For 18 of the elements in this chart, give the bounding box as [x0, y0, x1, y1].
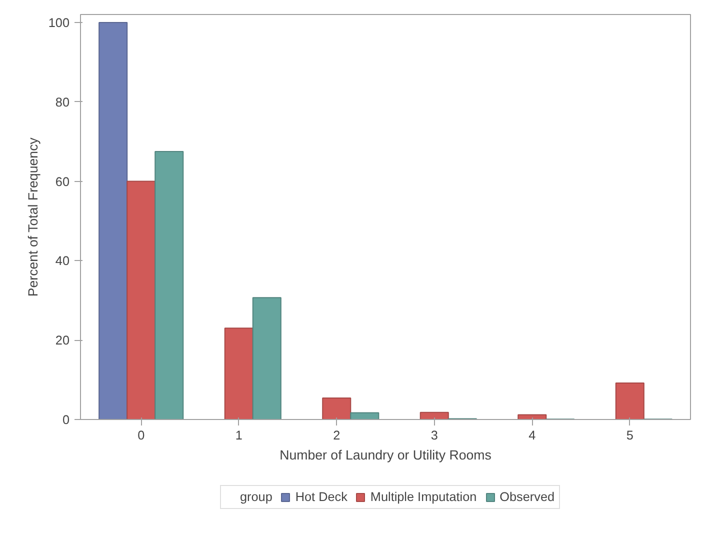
- x-tick-label: 2: [333, 428, 340, 442]
- y-tick-label: 60: [55, 174, 70, 189]
- y-tick-label: 80: [55, 95, 70, 110]
- legend-label: Hot Deck: [295, 490, 348, 504]
- x-tick-label: 3: [430, 428, 438, 442]
- x-tick-label: 5: [626, 428, 634, 442]
- x-tick-label: 4: [528, 428, 536, 442]
- y-tick-label: 0: [62, 413, 70, 427]
- legend-title: group: [240, 490, 272, 504]
- y-tick-label: 40: [55, 254, 70, 268]
- y-tick-label: 20: [55, 334, 70, 348]
- legend-label: Observed: [500, 490, 555, 504]
- y-tick-label: 100: [48, 16, 70, 30]
- x-tick-label: 1: [235, 428, 242, 442]
- x-axis-title: Number of Laundry or Utility Rooms: [280, 448, 492, 462]
- y-axis-title: Percent of Total Frequency: [25, 137, 40, 297]
- legend-label: Multiple Imputation: [370, 490, 477, 504]
- x-tick-label: 0: [138, 428, 145, 442]
